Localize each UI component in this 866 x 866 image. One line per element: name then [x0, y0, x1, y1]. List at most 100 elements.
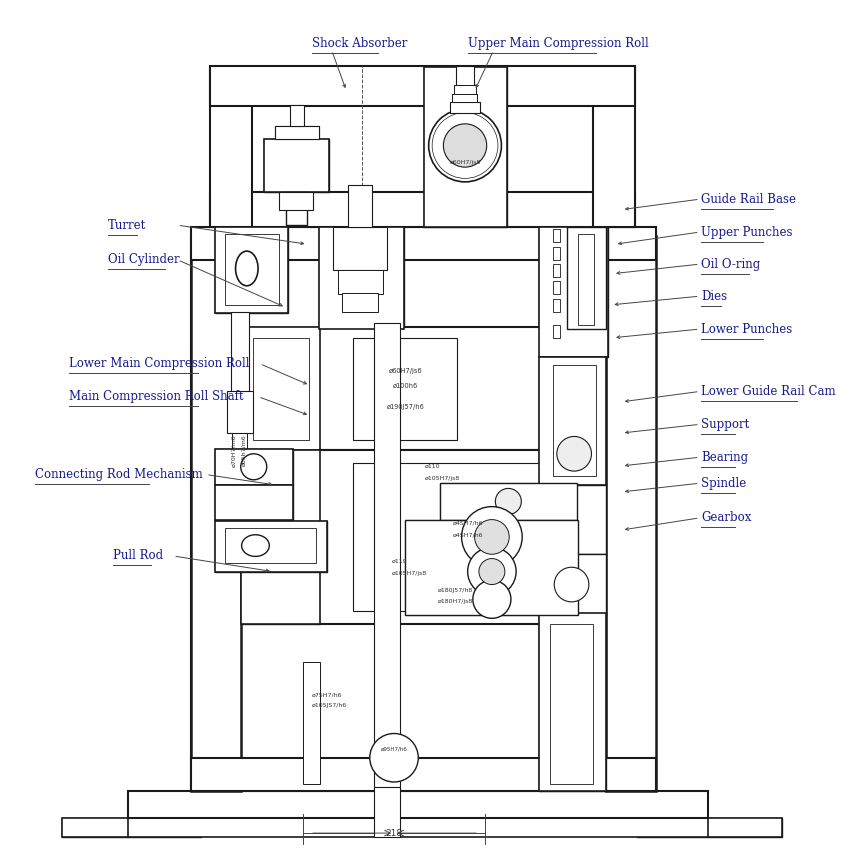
Bar	[279, 192, 313, 210]
Bar	[252, 106, 593, 227]
Bar	[553, 264, 560, 277]
Bar	[303, 662, 320, 784]
Bar	[539, 613, 606, 791]
Text: Oil Cylinder: Oil Cylinder	[108, 253, 180, 267]
Text: ø100h6: ø100h6	[392, 383, 418, 388]
Bar	[456, 66, 474, 109]
Bar	[553, 365, 596, 476]
Text: ø180H7/js8: ø180H7/js8	[437, 599, 473, 604]
Bar	[454, 85, 476, 94]
Text: ø60H7/js8: ø60H7/js8	[449, 160, 481, 165]
Bar	[62, 818, 201, 837]
Text: ø105H7/js8: ø105H7/js8	[391, 571, 427, 576]
Bar	[539, 485, 606, 554]
Bar	[405, 520, 578, 615]
Bar	[319, 227, 404, 329]
Bar	[353, 338, 457, 440]
Text: Spindle: Spindle	[701, 476, 746, 490]
Bar	[539, 357, 606, 485]
Bar	[241, 450, 320, 624]
Bar	[606, 236, 656, 791]
Text: Main Compression Roll Shaft: Main Compression Roll Shaft	[69, 390, 244, 404]
Bar	[424, 67, 507, 227]
Bar	[286, 192, 307, 225]
Circle shape	[429, 109, 501, 182]
Bar	[210, 192, 635, 227]
Bar	[374, 787, 400, 837]
Text: ø60H7/js6: ø60H7/js6	[389, 368, 422, 373]
Bar	[539, 485, 606, 554]
Bar	[553, 299, 560, 312]
Bar	[225, 528, 316, 563]
Text: ø4SH7/h6: ø4SH7/h6	[452, 520, 483, 526]
Bar	[539, 357, 606, 485]
Bar	[539, 613, 606, 791]
Circle shape	[495, 488, 521, 514]
Ellipse shape	[242, 534, 269, 556]
Bar	[210, 192, 635, 227]
Bar	[338, 270, 383, 294]
Bar	[452, 94, 477, 102]
Bar	[128, 791, 708, 818]
Text: Support: Support	[701, 417, 750, 431]
Text: ø4SH7/h6: ø4SH7/h6	[452, 533, 483, 538]
Bar	[191, 227, 656, 260]
Bar	[290, 105, 304, 126]
Bar	[215, 227, 288, 313]
Bar	[215, 449, 293, 485]
Text: Connecting Rod Mechanism: Connecting Rod Mechanism	[35, 468, 203, 481]
Bar	[241, 450, 320, 624]
Circle shape	[443, 124, 487, 167]
Text: Turret: Turret	[108, 218, 146, 232]
Text: Dies: Dies	[701, 289, 727, 303]
Bar	[253, 338, 309, 440]
Bar	[637, 818, 782, 837]
Bar	[215, 227, 288, 313]
Text: ø95H7/h6: ø95H7/h6	[380, 746, 408, 752]
Bar	[550, 624, 593, 784]
Bar	[539, 227, 608, 357]
Circle shape	[473, 580, 511, 618]
Text: Lower Main Compression Roll: Lower Main Compression Roll	[69, 357, 249, 371]
Bar	[440, 483, 577, 520]
Bar	[215, 521, 327, 572]
Bar	[567, 227, 606, 329]
Bar	[319, 450, 587, 624]
Bar	[593, 67, 635, 227]
Circle shape	[557, 436, 591, 471]
Text: Shock Absorber: Shock Absorber	[312, 36, 407, 50]
Bar	[454, 85, 476, 94]
Text: ø75H7/h6: ø75H7/h6	[312, 692, 342, 697]
Bar	[553, 229, 560, 242]
Bar	[210, 66, 635, 106]
Bar	[128, 791, 708, 818]
Text: Upper Punches: Upper Punches	[701, 225, 793, 239]
Bar	[215, 521, 327, 572]
Bar	[210, 67, 252, 227]
Circle shape	[468, 547, 516, 596]
Bar	[128, 818, 708, 837]
Bar	[539, 227, 608, 357]
Bar	[539, 554, 606, 615]
Bar	[210, 67, 252, 227]
Bar	[264, 139, 329, 192]
Text: Lower Guide Rail Cam: Lower Guide Rail Cam	[701, 385, 836, 398]
Bar	[450, 102, 480, 113]
Bar	[215, 449, 293, 485]
Bar	[606, 236, 656, 791]
Bar	[452, 94, 477, 102]
Text: ø119: ø119	[391, 559, 407, 564]
Bar	[440, 483, 577, 520]
Text: Bearing: Bearing	[701, 450, 748, 464]
Bar	[553, 281, 560, 294]
Bar	[210, 66, 635, 106]
Bar	[62, 818, 201, 837]
Bar	[374, 323, 400, 791]
Bar	[241, 327, 320, 450]
Bar	[232, 431, 247, 502]
Bar	[275, 126, 319, 139]
Circle shape	[479, 559, 505, 585]
Bar	[405, 520, 578, 615]
Text: Oil O-ring: Oil O-ring	[701, 257, 760, 271]
Bar	[241, 327, 320, 450]
